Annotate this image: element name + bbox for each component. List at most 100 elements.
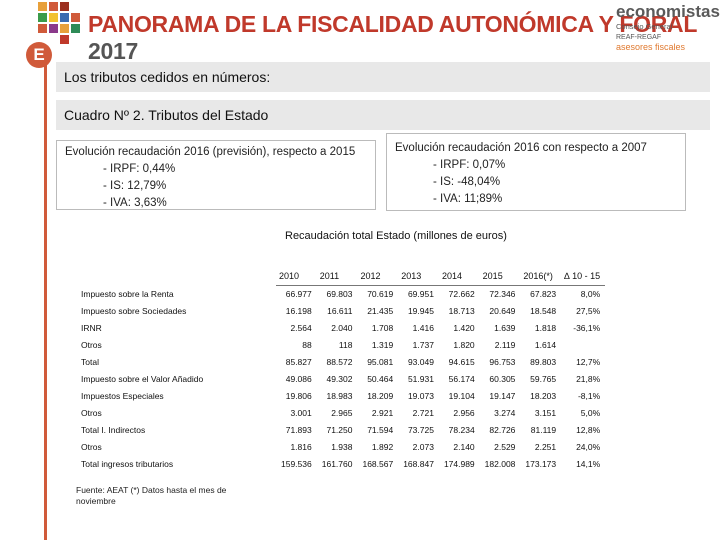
table-cell: 49.086 [285, 373, 312, 384]
row-label: Impuesto sobre el Valor Añadido [81, 373, 204, 384]
table-row: Otros 3.001 2.965 2.921 2.721 2.956 3.274 3.151… [76, 404, 605, 421]
table-cell: 12,8% [576, 424, 601, 435]
table-cell: 2.965 [331, 407, 353, 418]
table-title: Cuadro Nº 2. Tributos del Estado [56, 100, 710, 130]
table-row: Otros 88 118 1.319 1.737 1.820 2.119 1.614 [76, 336, 605, 353]
col-2012: 2012 [357, 268, 399, 286]
table-cell: 95.081 [367, 356, 394, 367]
table-cell: 18.209 [367, 390, 394, 401]
table-cell: 88 [302, 339, 312, 350]
logo [38, 2, 82, 44]
table-cell: 85.827 [285, 356, 312, 367]
row-label: Total I. Indirectos [81, 424, 146, 435]
table-cell: 88.572 [326, 356, 353, 367]
table-cell: 16.611 [327, 305, 353, 316]
table-cell: 81.119 [530, 424, 557, 435]
table-cell: 20.649 [489, 305, 516, 316]
table-cell: 67.823 [530, 288, 557, 299]
table-cell: 21,8% [576, 373, 601, 384]
table-cell: 93.049 [407, 356, 434, 367]
table-cell: 12,7% [576, 356, 601, 367]
table-cell: 69.803 [326, 288, 353, 299]
brand-af: asesores fiscales [616, 42, 686, 52]
table-cell: 174.989 [443, 458, 475, 469]
table-cell: 49.302 [326, 373, 353, 384]
row-label: Otros [81, 339, 102, 350]
table-cell: 2.564 [290, 322, 312, 333]
table-cell: 2.119 [494, 339, 516, 350]
summary-box-2015: Evolución recaudación 2016 (previsión), … [56, 140, 376, 210]
table-cell: 27,5% [576, 305, 601, 316]
summary-2007-iva: - IVA: 11;89% [433, 193, 503, 205]
table-cell: 50.464 [367, 373, 394, 384]
table-cell: 1.737 [412, 339, 434, 350]
table-cell: 60.305 [489, 373, 516, 384]
table-cell: 19.806 [285, 390, 312, 401]
table-row: Impuesto sobre la Renta 66.977 69.803 70.61… [76, 285, 605, 302]
table-cell: 18.203 [530, 390, 557, 401]
table-cell: -36,1% [573, 322, 601, 333]
table-caption: Recaudación total Estado (millones de eu… [285, 230, 507, 242]
table-cell: 14,1% [576, 458, 601, 469]
table-cell: 71.250 [326, 424, 353, 435]
table-row: Total I. Indirectos 71.893 71.250 71.594 73.… [76, 421, 605, 438]
table-cell: 21.435 [367, 305, 394, 316]
summary-2015-irpf: - IRPF: 0,44% [103, 163, 176, 175]
table-cell: 1.938 [331, 441, 353, 452]
revenue-table: 2010 2011 2012 2013 2014 2015 2016(*) ∆ … [76, 268, 606, 472]
table-cell: 1.639 [494, 322, 516, 333]
table-cell: 16.198 [285, 305, 312, 316]
summary-2015-heading: Evolución recaudación 2016 (previsión), … [65, 146, 356, 158]
row-label: Impuestos Especiales [81, 390, 164, 401]
table-cell: 3.151 [534, 407, 557, 418]
table-cell: 51.931 [407, 373, 434, 384]
summary-2007-heading: Evolución recaudación 2016 con respecto … [395, 142, 647, 154]
table-cell: 19.945 [407, 305, 434, 316]
brand-block: economistas Consejo General REAF-REGAF a… [616, 2, 720, 52]
table-cell: 1.820 [453, 339, 475, 350]
table-cell: 18.983 [326, 390, 353, 401]
table-cell: 8,0% [580, 288, 601, 299]
table-header-row: 2010 2011 2012 2013 2014 2015 2016(*) ∆ … [76, 268, 606, 286]
table-cell: 118 [338, 339, 353, 350]
table-cell: 24,0% [576, 441, 601, 452]
table-cell: 59.765 [530, 373, 557, 384]
summary-2015-iva: - IVA: 3,63% [103, 197, 167, 209]
table-cell: 2.040 [331, 322, 353, 333]
table-cell: 70.619 [367, 288, 394, 299]
table-row: Impuesto sobre Sociedades 16.198 16.611 21.… [76, 302, 605, 319]
brand-name: economistas [616, 2, 720, 21]
table-cell: 3.001 [290, 407, 312, 418]
table-row: IRNR 2.564 2.040 1.708 1.416 1.420 1.639 1.818 -… [76, 319, 605, 336]
summary-box-2007: Evolución recaudación 2016 con respecto … [386, 133, 686, 211]
row-label: Total ingresos tributarios [81, 458, 174, 469]
table-cell: 161.760 [321, 458, 353, 469]
table-cell: 73.725 [407, 424, 434, 435]
brand-reaf: REAF-REGAF [616, 34, 662, 41]
table-cell: 72.346 [489, 288, 516, 299]
table-cell: 2.073 [412, 441, 434, 452]
table-cell: 168.567 [362, 458, 394, 469]
table-cell: 1.818 [534, 322, 557, 333]
header-title-main: PANORAMA DE LA FISCALIDAD AUTONÓMICA Y F… [88, 11, 697, 37]
section-title: Los tributos cedidos en números: [56, 62, 710, 92]
table-cell: 1.708 [371, 322, 394, 333]
row-label: IRNR [81, 322, 102, 333]
table-cell: 1.420 [453, 322, 475, 333]
header-empty [76, 268, 276, 285]
row-label: Otros [81, 407, 102, 418]
summary-2007-irpf: - IRPF: 0,07% [433, 159, 506, 171]
row-label: Total [81, 356, 99, 367]
row-label: Impuesto sobre la Renta [81, 288, 174, 299]
e-logo-icon: E [26, 42, 52, 68]
table-cell: 66.977 [285, 288, 312, 299]
table-cell: 18.548 [530, 305, 557, 316]
table-cell: 1.614 [534, 339, 557, 350]
header-title-year: 2017 [88, 38, 138, 64]
table-row: Total ingresos tributarios 159.536 161.760… [76, 455, 605, 472]
summary-2015-is: - IS: 12,79% [103, 180, 167, 192]
table-cell: 1.892 [371, 441, 394, 452]
table-cell: 1.416 [412, 322, 434, 333]
row-label: Otros [81, 441, 102, 452]
table-cell: 2.956 [453, 407, 475, 418]
